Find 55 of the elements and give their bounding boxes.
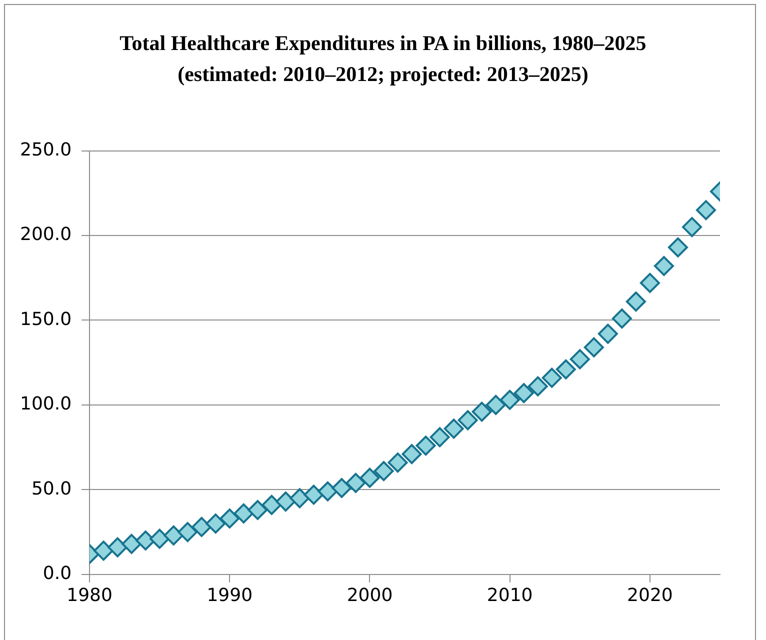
point [178,522,198,542]
point [346,472,366,493]
x-tick-label: 2000 [346,584,393,606]
point [402,444,422,464]
point [262,494,282,515]
point [360,468,380,488]
y-tick-label: 50.0 [31,478,72,500]
point [220,508,240,528]
point [388,452,408,473]
point [276,492,296,512]
point [416,436,436,456]
point [696,200,716,220]
point [304,484,324,505]
point [332,478,352,498]
point [598,324,618,344]
point [514,383,534,404]
point [164,525,184,546]
point [192,516,212,537]
point [234,503,254,524]
x-tick-label: 1990 [206,584,253,606]
point [290,488,310,508]
x-tick-label: 2020 [627,584,673,606]
point [122,534,142,554]
point [374,461,394,482]
x-tick-label: 2010 [486,584,533,606]
point [542,368,562,388]
point [556,359,576,380]
y-tick-label: 0.0 [42,563,72,584]
point [108,537,128,558]
point [472,402,492,422]
point [640,272,660,293]
y-tick-label: 100.0 [20,394,72,415]
chart-title: Total Healthcare Expenditures in PA in billions, 1980–2025 (estimated: 2010–2012; projected: 2013–2025) [118,30,648,88]
y-tick-label: 200.0 [20,224,72,246]
point [612,308,632,329]
point [626,292,646,312]
point [94,540,114,561]
point [570,349,590,370]
point [584,337,604,358]
point [458,410,478,430]
point [500,390,520,410]
point [682,217,702,238]
point [654,256,674,276]
x-tick-label: 1980 [66,584,112,606]
point [248,500,268,520]
point [318,481,338,502]
point [668,237,688,258]
point [528,376,548,396]
point [430,427,450,448]
y-tick-label: 250.0 [20,139,72,160]
y-tick-label: 150.0 [20,308,72,330]
point [150,528,170,549]
point [206,514,226,534]
point [486,394,506,415]
point [444,418,464,439]
